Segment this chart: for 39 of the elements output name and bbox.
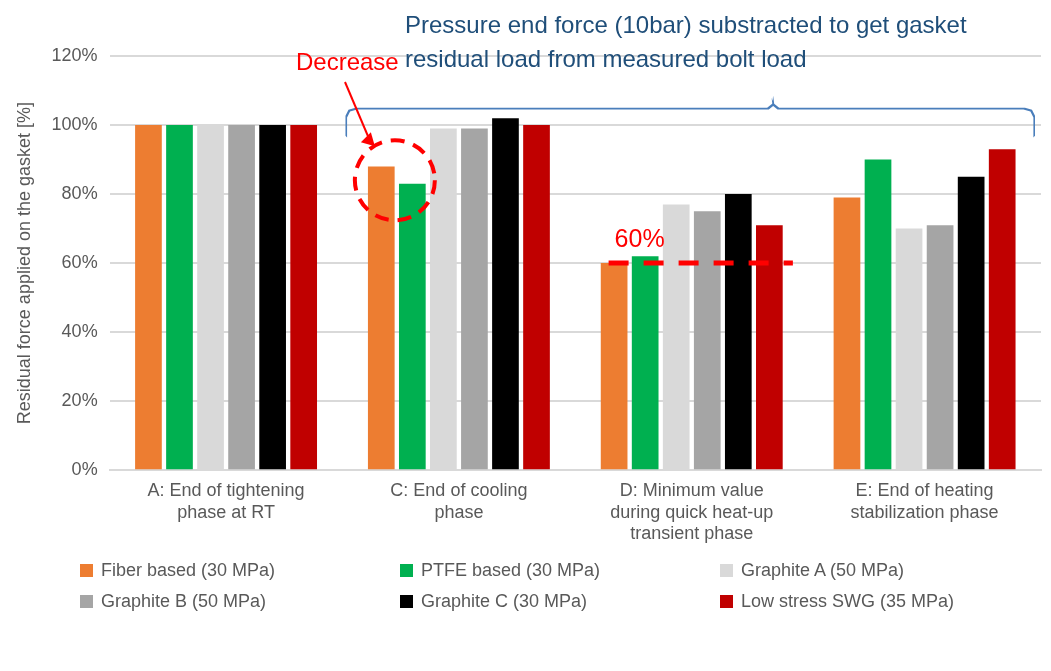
bar <box>957 176 985 470</box>
bar <box>756 225 783 470</box>
bar <box>135 125 162 470</box>
legend-label: Graphite C (30 MPa) <box>421 591 588 612</box>
ref-line-label: 60% <box>614 224 665 253</box>
y-tick-label: 20% <box>61 390 98 411</box>
bar <box>833 197 861 470</box>
bar <box>492 118 519 470</box>
y-tick-label: 60% <box>61 252 98 273</box>
bar <box>693 211 721 470</box>
legend-label: Low stress SWG (35 MPa) <box>741 591 955 612</box>
bar <box>259 125 286 470</box>
annotation: Decrease <box>296 47 399 77</box>
bar <box>988 149 1016 470</box>
bar <box>228 125 255 470</box>
x-tick-label: E: End of heating stabilization phase <box>850 479 999 522</box>
y-tick-label: 40% <box>61 321 98 342</box>
legend-label: PTFE based (30 MPa) <box>421 560 601 581</box>
bar <box>600 263 628 470</box>
x-tick-label: D: Minimum value during quick heat-up transient phase <box>610 479 774 544</box>
legend-label: Graphite B (50 MPa) <box>101 591 267 612</box>
bar <box>166 125 193 470</box>
x-tick-label: A: End of tightening phase at RT <box>147 479 305 522</box>
y-tick-label: 100% <box>51 114 98 134</box>
y-tick-label: 80% <box>61 183 98 204</box>
bar <box>864 159 892 470</box>
bar <box>631 256 659 470</box>
bar <box>724 194 752 470</box>
x-tick-label: C: End of cooling phase <box>390 479 528 522</box>
legend-label: Graphite A (50 MPa) <box>741 560 905 581</box>
bar <box>461 128 488 470</box>
y-tick-label: 120% <box>51 44 98 65</box>
annotation: Pressure end force (10bar) substracted to get gasket residual load from measured bolt load <box>405 10 968 74</box>
bar <box>926 225 954 470</box>
y-axis-title: Residual force applied on the gasket [%] <box>13 102 34 425</box>
legend-label: Fiber based (30 MPa) <box>101 560 276 581</box>
bar <box>523 125 550 470</box>
y-tick-label: 0% <box>71 459 98 480</box>
bar <box>290 125 318 470</box>
